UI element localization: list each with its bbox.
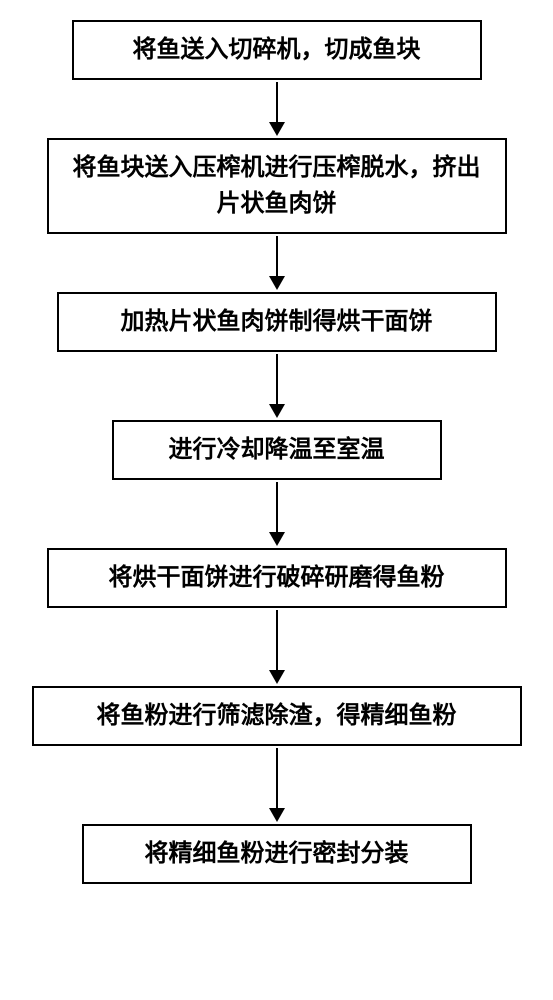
arrow-head-icon (269, 670, 285, 684)
flow-step-5: 将烘干面饼进行破碎研磨得鱼粉 (47, 548, 507, 608)
flow-arrow-5 (269, 610, 285, 684)
arrow-head-icon (269, 404, 285, 418)
flowchart-container: 将鱼送入切碎机，切成鱼块将鱼块送入压榨机进行压榨脱水，挤出片状鱼肉饼加热片状鱼肉… (20, 20, 533, 884)
flow-step-7: 将精细鱼粉进行密封分装 (82, 824, 472, 884)
flow-step-2: 将鱼块送入压榨机进行压榨脱水，挤出片状鱼肉饼 (47, 138, 507, 234)
arrow-head-icon (269, 532, 285, 546)
arrow-head-icon (269, 276, 285, 290)
arrow-line (276, 82, 278, 122)
flow-step-6: 将鱼粉进行筛滤除渣，得精细鱼粉 (32, 686, 522, 746)
flow-arrow-2 (269, 236, 285, 290)
flow-step-1: 将鱼送入切碎机，切成鱼块 (72, 20, 482, 80)
flow-step-4: 进行冷却降温至室温 (112, 420, 442, 480)
arrow-line (276, 748, 278, 808)
arrow-head-icon (269, 808, 285, 822)
arrow-head-icon (269, 122, 285, 136)
arrow-line (276, 482, 278, 532)
flow-arrow-1 (269, 82, 285, 136)
arrow-line (276, 610, 278, 670)
arrow-line (276, 354, 278, 404)
flow-step-3: 加热片状鱼肉饼制得烘干面饼 (57, 292, 497, 352)
arrow-line (276, 236, 278, 276)
flow-arrow-6 (269, 748, 285, 822)
flow-arrow-4 (269, 482, 285, 546)
flow-arrow-3 (269, 354, 285, 418)
